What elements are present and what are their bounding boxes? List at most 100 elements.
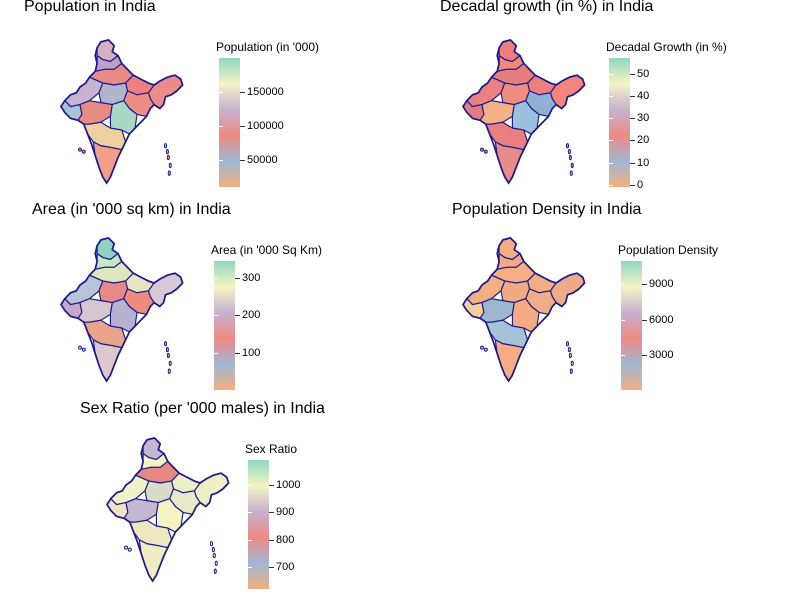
colorbar-label: 100 [242,346,261,359]
colorbar-label: 9000 [649,278,674,291]
country-outline [461,236,586,383]
map-region [77,298,113,323]
colorbar-tick-inner [214,277,218,279]
india-map [461,236,586,383]
island-marker [78,345,82,350]
island-marker [167,170,171,176]
island-marker [567,346,571,353]
country-outline [105,436,230,583]
colorbar-tick [630,95,635,97]
panel-population: Population in India Population (in '000)… [0,0,400,200]
india-map [105,436,230,583]
india-map [461,38,586,185]
legend-title: Population Density [618,243,719,257]
colorbar-tick [630,118,635,120]
colorbar-tick [240,125,245,127]
island-marker [569,170,573,176]
colorbar-gradient [219,58,240,187]
island-marker [570,162,574,169]
island-marker [483,149,488,154]
colorbar-tick [269,484,274,486]
colorbar-gradient [248,460,269,589]
colorbar-tick-inner [609,73,613,75]
island-marker [168,360,172,367]
island-marker [209,541,214,547]
colorbar-label: 900 [276,506,295,519]
island-marker [166,352,170,359]
island-marker [81,347,86,352]
colorbar-tick [235,352,240,354]
island-marker [163,143,168,149]
colorbar-label: 800 [276,533,295,546]
colorbar-gradient [609,58,630,187]
colorbar-label: 200 [242,309,261,322]
panel-title: Decadal growth (in %) in India [440,0,654,15]
colorbar-tick-inner [248,484,252,486]
colorbar-label: 300 [242,271,261,284]
legend: Decadal Growth (in %) 50 40 30 20 10 0 [606,40,796,191]
island-marker [211,546,215,553]
panel-population-density: Population Density in India Population D… [400,200,800,400]
colorbar-label: 700 [276,561,295,574]
island-marker [565,341,570,347]
island-marker [568,154,572,161]
island-marker [570,360,574,367]
island-marker [78,147,82,152]
map-region [479,298,515,323]
island-marker [212,552,216,559]
colorbar-tick [630,140,635,142]
colorbar-tick-inner [248,539,252,541]
colorbar-tick [642,284,647,286]
map-region [479,100,515,125]
colorbar-tick [235,315,240,317]
panel-title: Sex Ratio (per '000 males) in India [80,400,325,417]
legend-colorbar: 50 40 30 20 10 0 [609,58,729,191]
legend-colorbar: 1000 900 800 700 [248,460,368,590]
legend-title: Decadal Growth (in %) [606,40,727,54]
colorbar-tick-inner [609,95,613,97]
island-marker [480,345,484,350]
colorbar-label: 40 [637,89,650,102]
colorbar-tick-inner [609,140,613,142]
colorbar-tick [642,319,647,321]
legend-colorbar: 150000 100000 50000 [219,58,339,188]
colorbar-gradient [621,261,642,390]
island-marker [214,560,218,567]
colorbar-label: 150000 [247,85,284,98]
legend: Area (in '000 Sq Km) 300 200 100 [211,243,396,393]
legend-title: Area (in '000 Sq Km) [211,243,323,257]
colorbar-gradient [214,261,235,390]
island-marker [213,568,217,574]
colorbar-tick-inner [248,567,252,569]
island-marker [124,545,128,550]
colorbar-tick-inner [219,159,223,161]
island-marker [569,368,573,374]
colorbar-tick [269,512,274,514]
colorbar-tick [240,159,245,161]
colorbar-label: 50 [637,67,650,80]
colorbar-label: 6000 [649,313,674,326]
island-marker [565,143,570,149]
panel-title: Population in India [24,0,156,15]
panel-area: Area (in '000 sq km) in India Area (in '… [0,200,400,400]
colorbar-tick-inner [621,319,625,321]
colorbar-label: 3000 [649,348,674,361]
island-marker [567,148,571,155]
colorbar-tick [240,91,245,93]
legend: Population Density 9000 6000 3000 [618,243,796,393]
colorbar-label: 100000 [247,119,284,132]
map-region [123,498,159,523]
island-marker [480,147,484,152]
colorbar-tick-inner [214,315,218,317]
panel-title: Population Density in India [452,201,642,218]
india-map [59,236,184,383]
colorbar-tick [235,277,240,279]
map-region [77,100,113,125]
colorbar-tick-inner [621,284,625,286]
colorbar-tick [630,184,635,186]
island-marker [127,547,132,552]
legend: Sex Ratio 1000 900 800 700 [245,442,395,592]
country-outline [59,38,184,185]
colorbar-tick [269,567,274,569]
colorbar-tick-inner [219,125,223,127]
